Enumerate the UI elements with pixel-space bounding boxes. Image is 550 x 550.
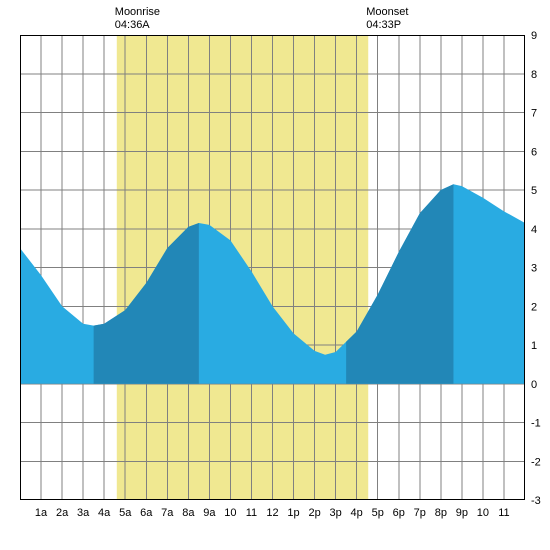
svg-text:5p: 5p <box>372 507 384 519</box>
svg-text:7: 7 <box>531 108 537 120</box>
svg-text:4a: 4a <box>98 507 111 519</box>
svg-text:7p: 7p <box>414 507 426 519</box>
svg-text:5a: 5a <box>119 507 132 519</box>
svg-text:8a: 8a <box>182 507 195 519</box>
svg-text:3p: 3p <box>330 507 342 519</box>
moonset-annotation: Moonset 04:33P <box>366 6 408 32</box>
svg-text:9p: 9p <box>456 507 468 519</box>
svg-text:3: 3 <box>531 263 537 275</box>
svg-text:1p: 1p <box>287 507 299 519</box>
svg-text:-3: -3 <box>531 495 541 507</box>
svg-text:-2: -2 <box>531 456 541 468</box>
svg-text:9: 9 <box>531 30 537 42</box>
svg-text:-1: -1 <box>531 418 541 430</box>
svg-text:7a: 7a <box>161 507 174 519</box>
svg-text:2p: 2p <box>308 507 320 519</box>
svg-text:8: 8 <box>531 69 537 81</box>
chart-svg: 1a2a3a4a5a6a7a8a9a1011121p2p3p4p5p6p7p8p… <box>0 0 550 550</box>
svg-text:11: 11 <box>246 507 257 519</box>
svg-text:11: 11 <box>498 507 509 519</box>
moonset-label: Moonset <box>366 6 408 19</box>
svg-text:6p: 6p <box>393 507 405 519</box>
moonset-time: 04:33P <box>366 19 408 32</box>
moonrise-label: Moonrise <box>115 6 160 19</box>
moonrise-annotation: Moonrise 04:36A <box>115 6 160 32</box>
svg-text:6a: 6a <box>140 507 153 519</box>
moonrise-time: 04:36A <box>115 19 160 32</box>
svg-text:2: 2 <box>531 301 537 313</box>
svg-text:1a: 1a <box>35 507 48 519</box>
tide-chart: 1a2a3a4a5a6a7a8a9a1011121p2p3p4p5p6p7p8p… <box>0 0 550 550</box>
svg-text:9a: 9a <box>203 507 216 519</box>
svg-text:3a: 3a <box>77 507 90 519</box>
svg-text:5: 5 <box>531 185 537 197</box>
svg-text:10: 10 <box>477 507 489 519</box>
svg-text:4: 4 <box>531 224 537 236</box>
svg-text:10: 10 <box>224 507 236 519</box>
svg-text:0: 0 <box>531 379 537 391</box>
svg-text:8p: 8p <box>435 507 447 519</box>
svg-text:6: 6 <box>531 146 537 158</box>
svg-text:4p: 4p <box>351 507 363 519</box>
svg-text:2a: 2a <box>56 507 69 519</box>
svg-text:12: 12 <box>266 507 278 519</box>
svg-text:1: 1 <box>531 340 537 352</box>
